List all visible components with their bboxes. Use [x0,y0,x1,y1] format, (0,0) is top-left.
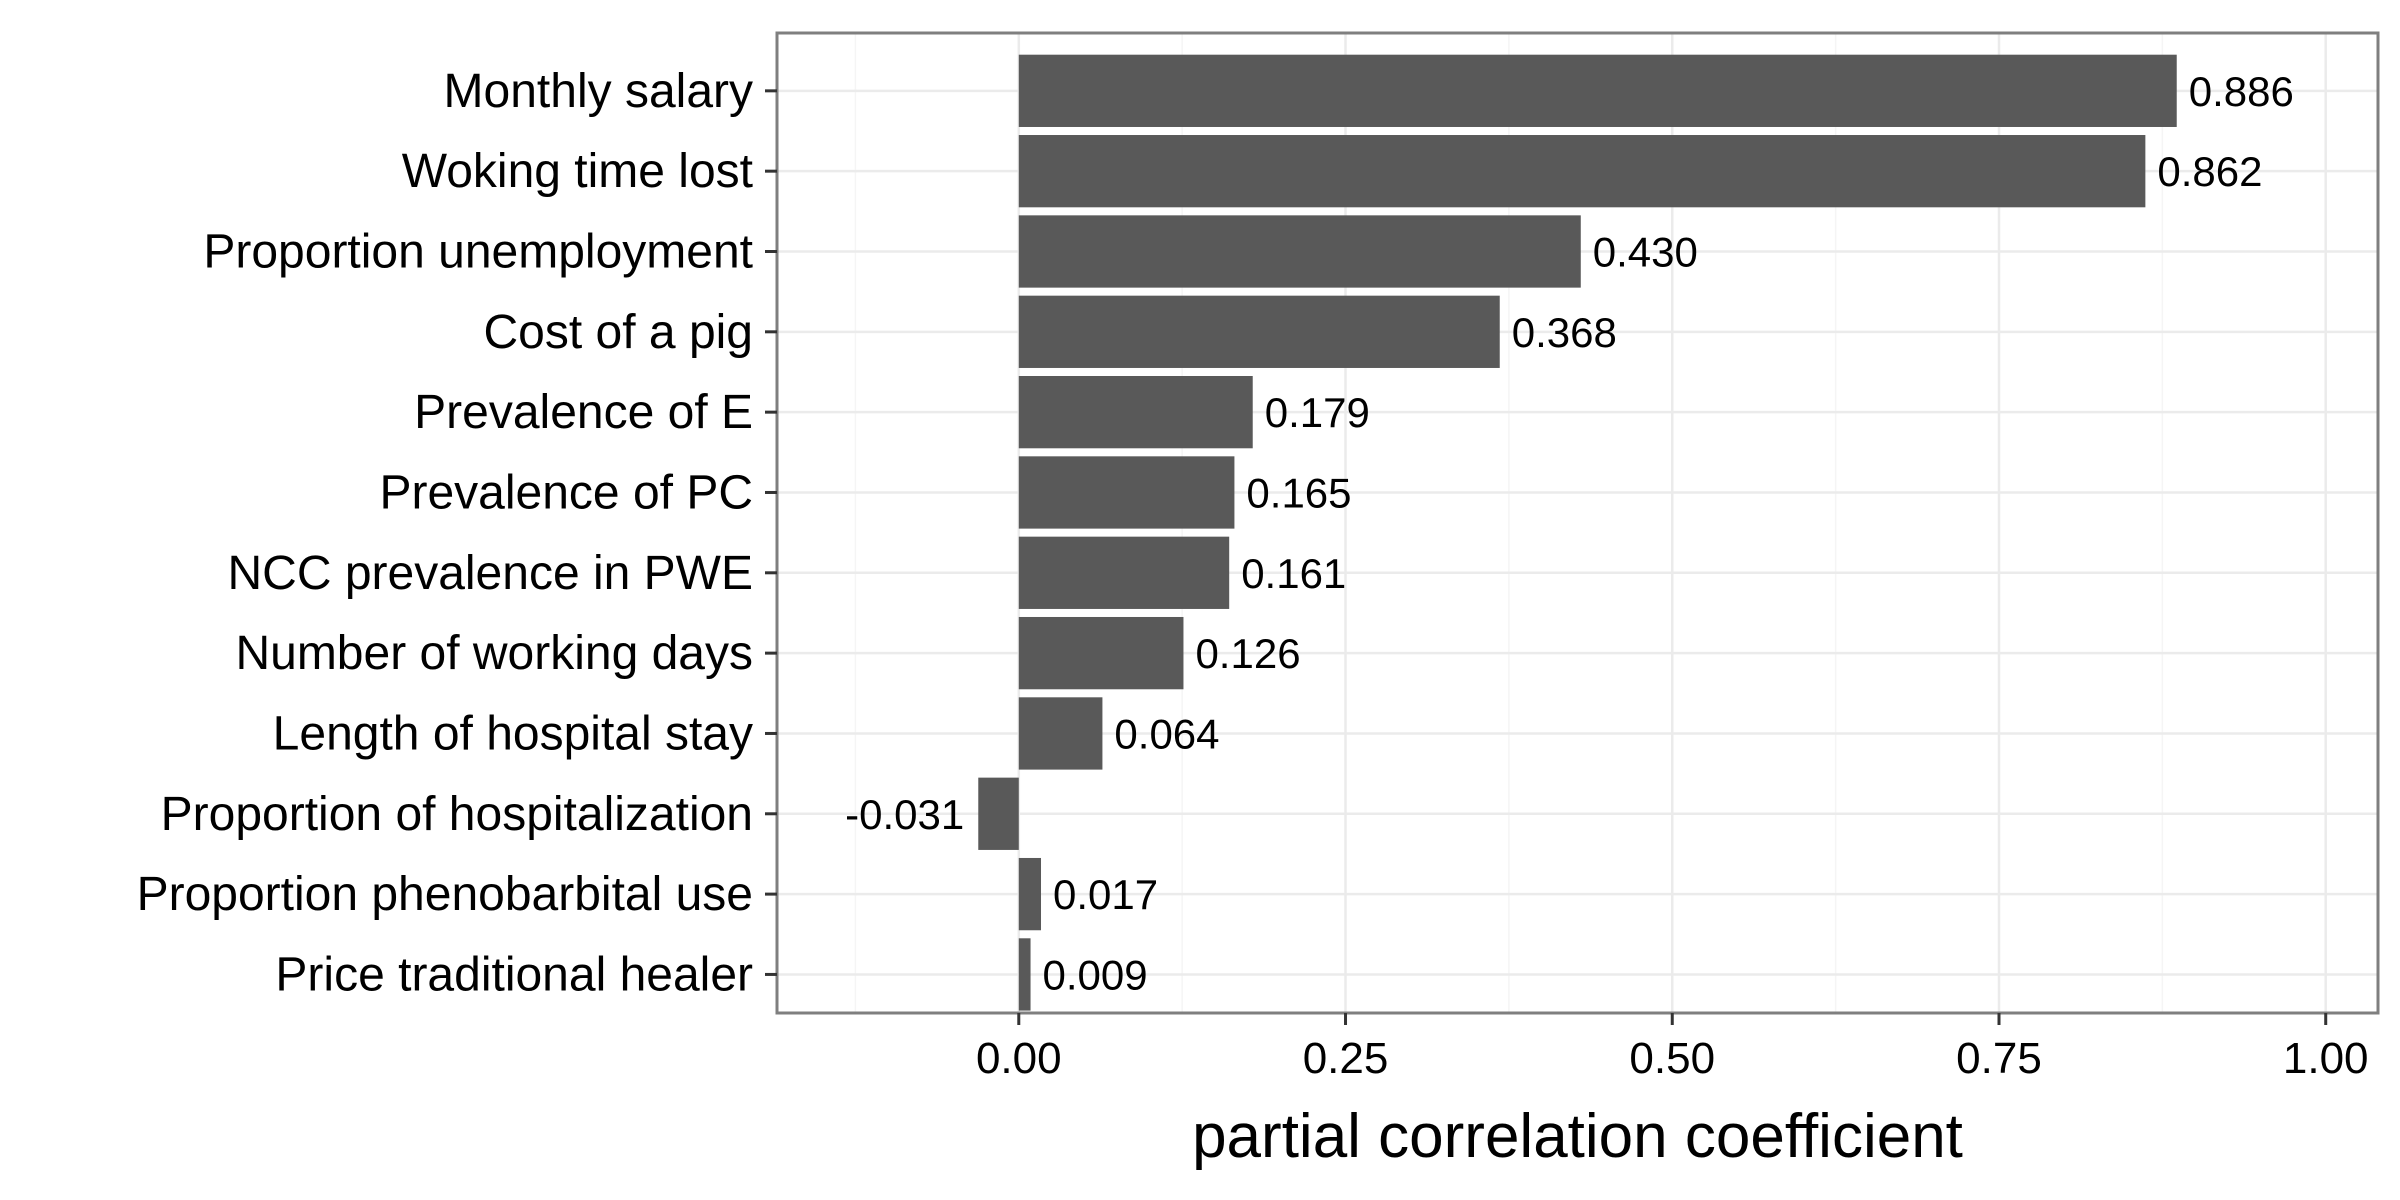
y-tick-label: Cost of a pig [484,306,753,359]
x-tick-label: 0.75 [1956,1034,2042,1083]
data-label: -0.031 [845,791,964,838]
panel-border [775,31,2380,1015]
data-label: 0.009 [1043,951,1148,998]
data-label: 0.886 [2189,68,2294,115]
y-tick-label: Prevalence of E [414,386,753,439]
data-label: 0.430 [1593,228,1698,275]
data-label: 0.165 [1246,469,1351,516]
bar [1018,54,2177,127]
x-axis-title: partial correlation coefficient [1192,1102,1963,1171]
data-label: 0.126 [1195,630,1300,677]
bar [1018,456,1235,529]
x-axis: 0.00 0.25 0.50 0.75 1.00 [976,1013,2369,1083]
bar [978,777,1019,850]
y-tick-label: Proportion phenobarbital use [137,868,753,921]
data-label: 0.862 [2157,148,2262,195]
bar [1018,938,1031,1011]
x-tick-label: 1.00 [2283,1034,2369,1083]
bar [1018,616,1184,690]
y-tick-label: Length of hospital stay [273,707,753,760]
x-tick-label: 0.00 [976,1034,1062,1083]
data-label: 0.179 [1265,389,1370,436]
y-axis: Monthly salary Woking time lost Proportion… [137,65,777,1001]
y-tick-label: Proportion of hospitalization [161,788,753,841]
bars [978,54,2177,1011]
data-label: 0.368 [1512,309,1617,356]
x-tick-label: 0.50 [1629,1034,1715,1083]
y-tick-label: Proportion unemployment [203,225,753,278]
y-tick-label: Number of working days [235,627,753,680]
bar [1018,536,1230,609]
y-tick-label: Prevalence of PC [379,466,753,519]
y-tick-label: Woking time lost [402,145,753,198]
bar [1018,295,1500,368]
bar [1018,376,1253,449]
bar [1018,857,1042,931]
y-tick-label: Monthly salary [444,65,753,118]
data-label: 0.017 [1053,871,1158,918]
data-label: 0.064 [1114,710,1219,757]
bar [1018,697,1103,770]
x-tick-label: 0.25 [1303,1034,1389,1083]
bar [1018,135,2146,208]
bar [1018,215,1581,288]
y-tick-label: Price traditional healer [275,948,753,1001]
y-tick-label: NCC prevalence in PWE [227,547,753,600]
data-label: 0.161 [1241,550,1346,597]
data-labels: 0.886 0.862 0.430 0.368 0.179 0.165 0.161 0.126… [845,68,2294,999]
